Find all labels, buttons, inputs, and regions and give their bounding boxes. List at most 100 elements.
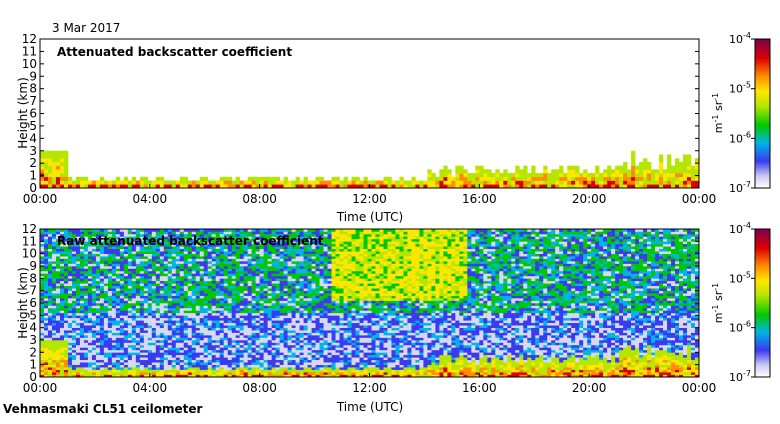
heatmap-cell xyxy=(312,370,316,373)
heatmap-cell xyxy=(240,305,244,308)
heatmap-cell xyxy=(463,177,467,181)
heatmap-cell xyxy=(48,286,52,289)
heatmap-cell xyxy=(108,315,112,318)
heatmap-cell xyxy=(200,328,204,331)
heatmap-cell xyxy=(204,338,208,341)
x-axis-label-1: Time (UTC) xyxy=(336,210,403,224)
heatmap-cell xyxy=(132,360,136,363)
heatmap-cell xyxy=(204,266,208,269)
heatmap-cell xyxy=(252,298,256,301)
heatmap-cell xyxy=(68,181,72,185)
heatmap-cell xyxy=(539,173,543,177)
heatmap-cell xyxy=(56,276,60,279)
heatmap-cell xyxy=(264,365,268,368)
heatmap-cell xyxy=(184,177,188,181)
heatmap-cell xyxy=(116,177,120,181)
heatmap-cell xyxy=(276,345,280,348)
heatmap-cell xyxy=(320,333,324,336)
heatmap-cell xyxy=(172,323,176,326)
heatmap-cell xyxy=(112,264,116,267)
heatmap-cell xyxy=(100,268,104,271)
heatmap-cell xyxy=(308,328,312,331)
heatmap-cell xyxy=(156,362,160,365)
heatmap-cell xyxy=(296,276,300,279)
heatmap-cell xyxy=(60,333,64,336)
heatmap-cell xyxy=(40,236,44,239)
heatmap-cell xyxy=(108,276,112,279)
heatmap-cell xyxy=(76,251,80,254)
heatmap-cell xyxy=(68,323,72,326)
heatmap-cell xyxy=(184,320,188,323)
heatmap-cell xyxy=(116,323,120,326)
heatmap-cell xyxy=(192,372,196,375)
heatmap-cell xyxy=(248,273,252,276)
heatmap-cell xyxy=(543,173,547,177)
heatmap-cell xyxy=(176,288,180,291)
heatmap-cell xyxy=(320,313,324,316)
heatmap-cell xyxy=(276,296,280,299)
heatmap-cell xyxy=(256,340,260,343)
heatmap-cell xyxy=(76,330,80,333)
heatmap-cell xyxy=(268,249,272,252)
heatmap-cell xyxy=(164,298,168,301)
heatmap-cell xyxy=(124,335,128,338)
heatmap-cell xyxy=(180,271,184,274)
heatmap-cell xyxy=(140,350,144,353)
heatmap-cell xyxy=(176,181,180,185)
heatmap-cell xyxy=(120,264,124,267)
heatmap-cell xyxy=(288,357,292,360)
heatmap-cell xyxy=(312,313,316,316)
heatmap-cell xyxy=(188,323,192,326)
heatmap-cell xyxy=(272,338,276,341)
heatmap-cell xyxy=(248,308,252,311)
heatmap-cell xyxy=(60,177,64,181)
heatmap-cell xyxy=(220,268,224,271)
heatmap-cell xyxy=(256,362,260,365)
heatmap-cell xyxy=(128,357,132,360)
heatmap-cell xyxy=(643,173,647,177)
heatmap-cell xyxy=(60,173,64,177)
heatmap-cell xyxy=(212,276,216,279)
heatmap-cell xyxy=(132,261,136,264)
heatmap-cell xyxy=(240,181,244,185)
heatmap-cell xyxy=(128,347,132,350)
heatmap-cell xyxy=(100,261,104,264)
heatmap-cell xyxy=(264,281,268,284)
heatmap-cell xyxy=(220,325,224,328)
heatmap-cell xyxy=(108,333,112,336)
heatmap-cell xyxy=(519,181,523,185)
heatmap-cell xyxy=(455,173,459,177)
heatmap-cell xyxy=(80,367,84,370)
heatmap-cell xyxy=(268,357,272,360)
heatmap-cell xyxy=(268,281,272,284)
heatmap-cell xyxy=(60,301,64,304)
heatmap-cell xyxy=(240,340,244,343)
heatmap-cell xyxy=(308,310,312,313)
heatmap-cell xyxy=(64,372,68,375)
heatmap-cell xyxy=(172,296,176,299)
heatmap-cell xyxy=(284,256,288,259)
heatmap-cell xyxy=(44,286,48,289)
heatmap-cell xyxy=(148,335,152,338)
heatmap-cell xyxy=(204,372,208,375)
heatmap-cell xyxy=(312,261,316,264)
heatmap-cell xyxy=(88,283,92,286)
heatmap-cell xyxy=(136,330,140,333)
heatmap-cell xyxy=(104,323,108,326)
heatmap-cell xyxy=(40,286,44,289)
heatmap-cell xyxy=(100,286,104,289)
heatmap-cell xyxy=(272,259,276,262)
heatmap-cell xyxy=(272,298,276,301)
heatmap-cell xyxy=(236,318,240,321)
heatmap-cell xyxy=(52,365,56,368)
heatmap-cell xyxy=(148,342,152,345)
heatmap-cell xyxy=(611,169,615,173)
heatmap-cell xyxy=(76,296,80,299)
heatmap-cell xyxy=(144,301,148,304)
heatmap-cell xyxy=(44,181,48,185)
heatmap-cell xyxy=(284,177,288,181)
heatmap-cell xyxy=(312,325,316,328)
heatmap-cell xyxy=(316,293,320,296)
heatmap-cell xyxy=(204,333,208,336)
heatmap-cell xyxy=(236,360,240,363)
